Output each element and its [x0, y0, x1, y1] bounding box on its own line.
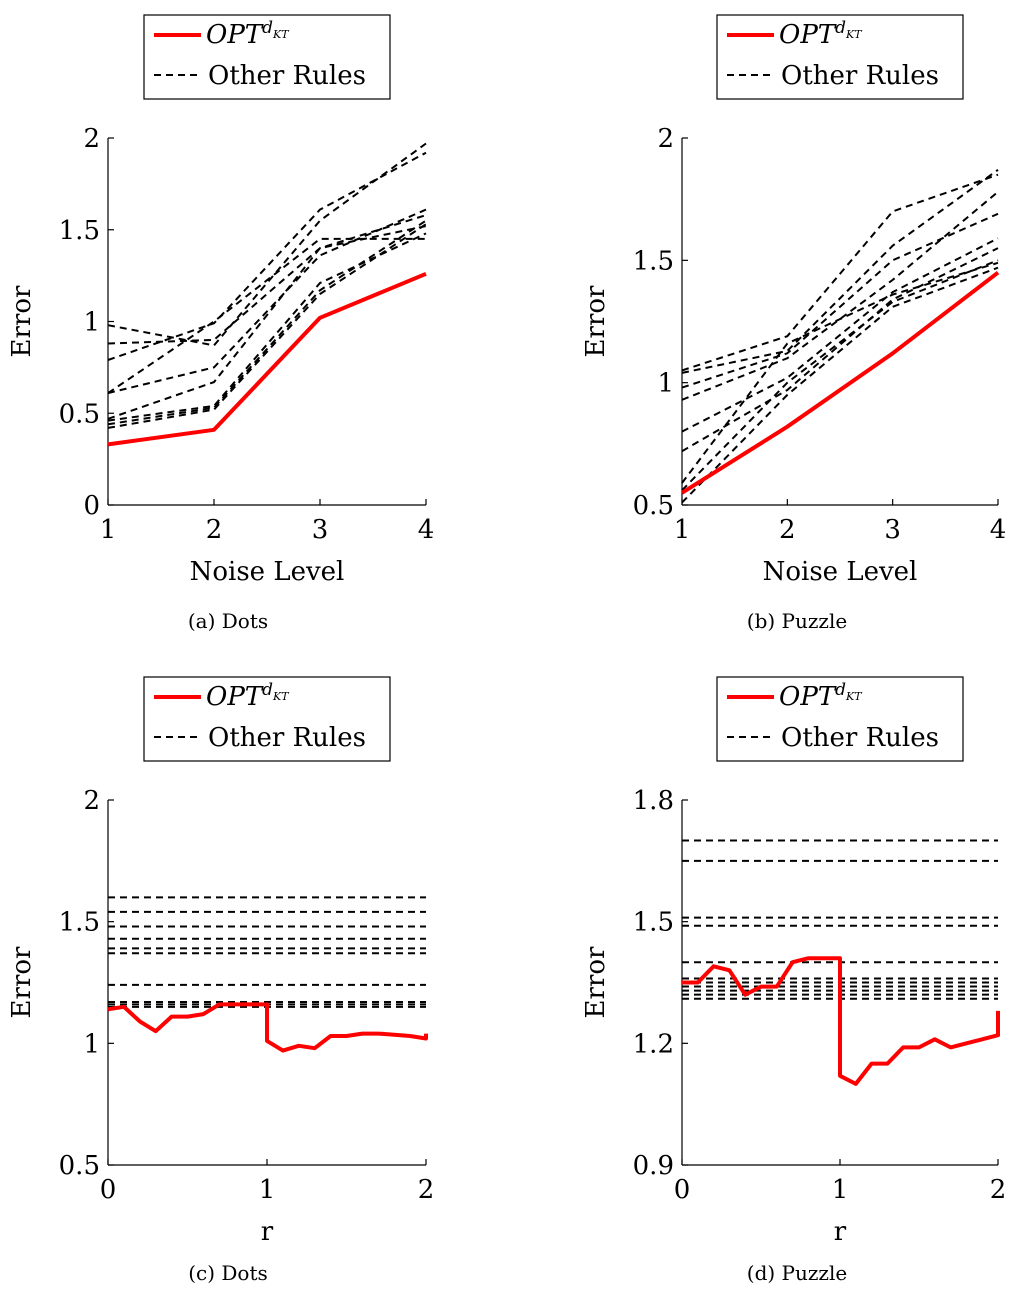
y-tick-label: 2 [83, 786, 100, 816]
x-tick-label: 2 [206, 515, 223, 545]
legend-box [143, 14, 391, 100]
y-tick-label: 1.2 [633, 1029, 674, 1059]
legend-opt-label: OPTdKT [779, 680, 863, 712]
legend-other-label: Other Rules [781, 723, 939, 753]
legend: OPTdKT Other Rules [716, 676, 964, 762]
legend-other-label: Other Rules [208, 723, 366, 753]
y-axis-label: Error [7, 285, 37, 357]
y-tick-label: 1.8 [633, 786, 674, 816]
legend-opt-sub: KT [272, 28, 290, 41]
legend: OPTdKT Other Rules [716, 14, 964, 100]
chart-panel-1: OPTdKT Other Rules 0 0.5 1 1.5 2 1 2 3 4 Error Noise… [7, 14, 435, 633]
x-tick-label: 1 [259, 1175, 276, 1205]
x-axis-label: r [261, 1217, 274, 1247]
legend-box [143, 676, 391, 762]
y-tick-label: 1.5 [633, 246, 674, 276]
legend-opt-sup: d [262, 18, 273, 38]
y-axis-label: Error [581, 285, 611, 357]
y-tick-label: 0.5 [59, 399, 100, 429]
legend-other-label: Other Rules [781, 61, 939, 91]
other-rule-line [107, 232, 427, 422]
y-tick-label: 0.9 [633, 1151, 674, 1181]
y-tick-label: 1.5 [633, 908, 674, 938]
other-rule-line [681, 261, 999, 484]
y-tick-label: 1 [657, 369, 674, 399]
legend: OPTdKT Other Rules [143, 676, 391, 762]
other-rule-line [681, 168, 999, 374]
x-tick-label: 2 [990, 1175, 1007, 1205]
other-rule-line [681, 266, 999, 504]
legend-opt-sub: KT [272, 690, 290, 703]
other-rule-line [107, 237, 426, 394]
x-tick-label: 4 [990, 515, 1007, 545]
opt-line [682, 956, 1000, 1086]
y-tick-label: 0.5 [59, 1151, 100, 1181]
y-axis-label: Error [7, 946, 37, 1018]
other-rule-line [681, 259, 999, 491]
other-rule-line [681, 191, 999, 401]
x-tick-label: 2 [779, 515, 796, 545]
legend-box [716, 676, 964, 762]
y-axis-label: Error [581, 946, 611, 1018]
y-tick-label: 2 [657, 124, 674, 154]
x-tick-label: 3 [884, 515, 901, 545]
opt-line [107, 271, 427, 447]
chart-panel-4: OPTdKT Other Rules 0.9 1.2 1.5 1.8 0 1 2 Error r (d… [581, 676, 1007, 1285]
legend-opt-base: OPT [206, 20, 264, 50]
other-rule-line [107, 214, 427, 345]
legend-opt-sub: KT [845, 28, 863, 41]
x-axis-label: r [834, 1217, 847, 1247]
other-rule-line [681, 173, 999, 372]
legend-box [716, 14, 964, 100]
legend-opt-sup: d [262, 680, 273, 700]
legend-other-label: Other Rules [208, 61, 366, 91]
legend-opt-label: OPTdKT [206, 18, 290, 50]
x-tick-label: 0 [100, 1175, 117, 1205]
subfigure-caption: (a) Dots [188, 609, 268, 633]
x-tick-label: 3 [312, 515, 329, 545]
x-axis-label: Noise Level [190, 557, 345, 587]
y-tick-label: 1.5 [59, 216, 100, 246]
other-rule-line [107, 151, 427, 361]
opt-line [107, 1002, 428, 1053]
legend-opt-label: OPTdKT [779, 18, 863, 50]
other-rule-line [681, 247, 999, 453]
subfigure-caption: (d) Puzzle [747, 1261, 847, 1285]
y-tick-label: 0.5 [633, 491, 674, 521]
legend-opt-base: OPT [206, 682, 264, 712]
legend-opt-sup: d [835, 18, 846, 38]
other-rule-line [681, 212, 999, 389]
x-tick-label: 1 [674, 515, 691, 545]
legend-opt-base: OPT [779, 682, 837, 712]
y-tick-label: 2 [83, 124, 100, 154]
other-rule-line [681, 237, 999, 433]
legend: OPTdKT Other Rules [143, 14, 391, 100]
legend-opt-sub: KT [845, 690, 863, 703]
other-rule-line [107, 208, 427, 395]
subfigure-caption: (b) Puzzle [747, 609, 847, 633]
x-tick-label: 1 [100, 515, 117, 545]
y-tick-label: 0 [83, 491, 100, 521]
legend-opt-label: OPTdKT [206, 680, 290, 712]
legend-opt-sup: d [835, 680, 846, 700]
other-rule-line [107, 219, 427, 426]
x-axis-label: Noise Level [763, 557, 918, 587]
x-tick-label: 1 [832, 1175, 849, 1205]
other-rule-line [107, 225, 427, 420]
opt-line [680, 271, 1000, 495]
y-tick-label: 1 [83, 1029, 100, 1059]
legend-opt-base: OPT [779, 20, 837, 50]
other-rule-line [107, 223, 427, 429]
x-tick-label: 4 [418, 515, 435, 545]
chart-panel-3: OPTdKT Other Rules 0.5 1 1.5 2 0 1 2 Error r (c) Do… [7, 676, 435, 1285]
x-tick-label: 0 [674, 1175, 691, 1205]
subfigure-caption: (c) Dots [188, 1261, 268, 1285]
x-tick-label: 2 [418, 1175, 435, 1205]
y-tick-label: 1.5 [59, 908, 100, 938]
y-tick-label: 1 [83, 308, 100, 338]
